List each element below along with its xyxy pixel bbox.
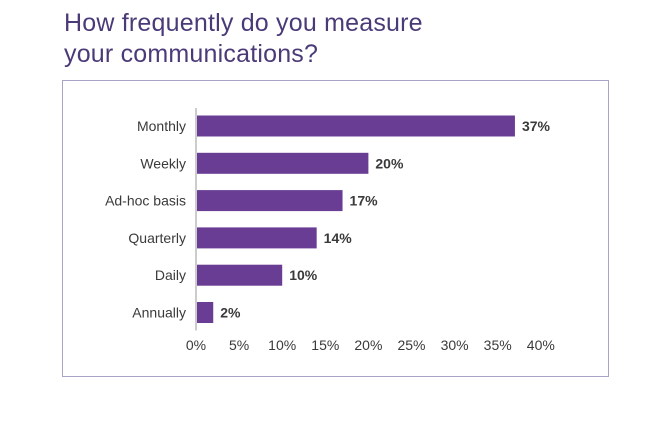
category-label: Weekly [140,155,186,171]
chart-title: How frequently do you measure your commu… [64,8,624,70]
category-label: Annually [132,305,186,321]
chart-title-line-2: your communications? [64,40,319,68]
data-label: 10% [289,267,318,283]
chart-frame [62,80,609,377]
data-label: 37% [522,118,551,134]
bar [197,115,515,137]
data-label: 20% [375,155,404,171]
bar [197,302,214,323]
category-label: Quarterly [128,230,186,246]
category-label: Ad-hoc basis [105,193,186,209]
data-label: 17% [350,193,379,209]
bar [197,152,369,174]
bar [197,190,343,212]
x-tick-label: 5% [229,337,249,353]
x-tick-label: 40% [527,337,555,353]
x-tick-label: 15% [311,337,339,353]
x-tick-label: 25% [397,337,425,353]
data-label: 14% [324,230,353,246]
bar [197,227,317,249]
x-tick-label: 30% [441,337,469,353]
data-label: 2% [220,305,241,321]
x-tick-label: 0% [186,337,206,353]
x-tick-label: 20% [354,337,382,353]
category-label: Monthly [137,118,186,134]
bar [197,264,283,286]
x-tick-label: 35% [484,337,512,353]
category-label: Daily [155,267,186,283]
chart-title-line-1: How frequently do you measure [64,9,423,37]
x-tick-label: 10% [268,337,296,353]
